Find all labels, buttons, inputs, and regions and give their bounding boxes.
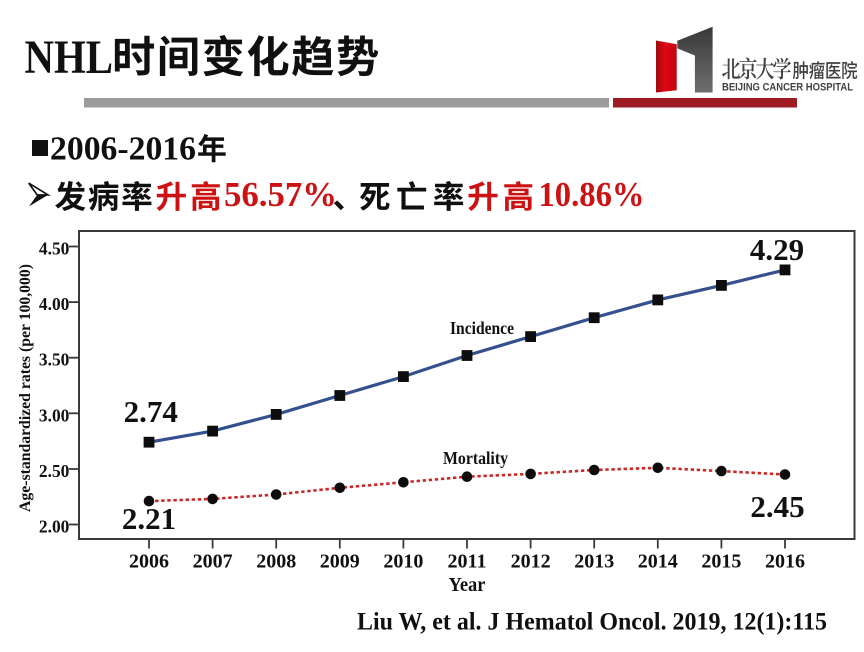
svg-text:2.50: 2.50 (39, 461, 70, 481)
svg-text:2008: 2008 (256, 551, 296, 573)
svg-text:2014: 2014 (638, 551, 678, 573)
svg-text:2006: 2006 (129, 551, 169, 573)
svg-text:Liu W, et al. J Hematol Oncol.: Liu W, et al. J Hematol Oncol. 2019, 12(… (357, 609, 827, 636)
svg-text:3.00: 3.00 (39, 405, 70, 425)
svg-text:2.45: 2.45 (750, 489, 804, 524)
svg-text:2.21: 2.21 (122, 501, 176, 536)
svg-text:Incidence: Incidence (450, 318, 514, 338)
svg-text:2012: 2012 (511, 551, 551, 573)
svg-text:10.86%: 10.86% (539, 175, 645, 214)
svg-text:4.29: 4.29 (750, 232, 804, 267)
svg-text:Mortality: Mortality (443, 448, 508, 468)
svg-text:4.50: 4.50 (39, 239, 70, 259)
svg-text:NHL: NHL (25, 31, 114, 84)
svg-text:56.57%: 56.57% (224, 175, 337, 214)
svg-text:2007: 2007 (193, 551, 233, 573)
svg-text:2015: 2015 (701, 551, 741, 573)
svg-text:2.74: 2.74 (124, 394, 178, 429)
svg-text:BEIJING CANCER HOSPITAL: BEIJING CANCER HOSPITAL (722, 82, 853, 94)
svg-text:2013: 2013 (574, 551, 614, 573)
svg-text:2010: 2010 (383, 551, 423, 573)
svg-text:2016: 2016 (765, 551, 805, 573)
svg-text:2009: 2009 (320, 551, 360, 573)
svg-text:4.00: 4.00 (39, 294, 70, 314)
svg-text:2.00: 2.00 (39, 517, 70, 537)
svg-text:2006-2016: 2006-2016 (50, 131, 196, 168)
svg-text:3.50: 3.50 (39, 350, 70, 370)
svg-text:Age-standardized rates (per 10: Age-standardized rates (per 100,000) (17, 264, 34, 512)
svg-text:Year: Year (449, 574, 486, 596)
svg-text:2011: 2011 (448, 551, 487, 573)
